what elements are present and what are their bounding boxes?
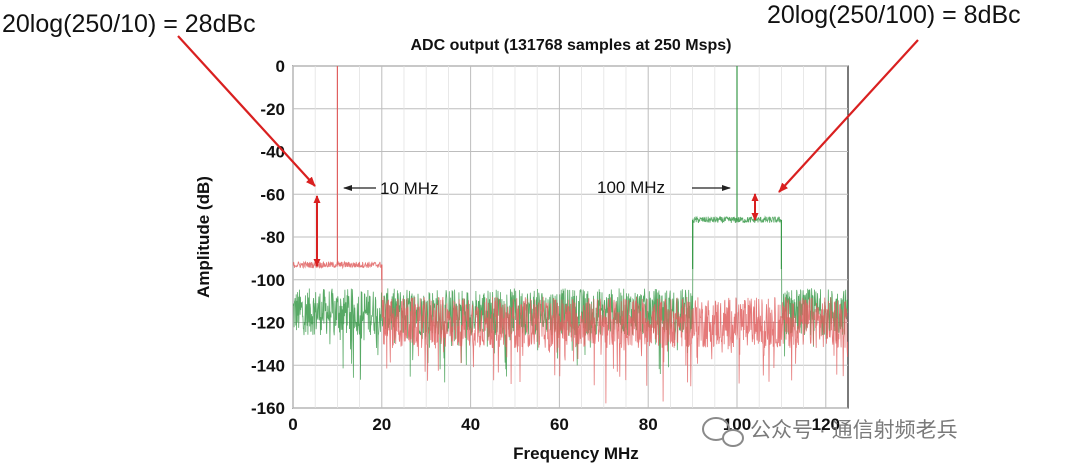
y-tick-label: -120	[251, 314, 285, 333]
left-formula-annotation: 20log(250/10) = 28dBc	[2, 10, 256, 38]
wechat-icon	[702, 417, 730, 441]
y-tick-label: -100	[251, 271, 285, 290]
label-100mhz: 100 MHz	[597, 178, 665, 197]
grid-lines	[292, 65, 848, 409]
x-tick-label: 120	[812, 415, 840, 434]
y-tick-label: -160	[251, 399, 285, 418]
x-tick-label: 0	[288, 415, 297, 434]
wechat-icon-small	[722, 429, 744, 447]
left-callout-arrow	[177, 35, 316, 187]
label-10mhz: 10 MHz	[380, 179, 439, 198]
y-tick-label: -60	[260, 185, 285, 204]
y-axis-label: Amplitude (dB)	[194, 176, 213, 298]
x-tick-label: 60	[550, 415, 569, 434]
y-tick-label: -140	[251, 356, 285, 375]
right-callout-arrow	[778, 39, 919, 193]
watermark-text: 公众号 · 通信射频老兵	[750, 419, 958, 442]
y-tick-label: -80	[260, 228, 285, 247]
y-tick-label: -40	[260, 143, 285, 162]
x-tick-label: 20	[372, 415, 391, 434]
watermark: 公众号 · 通信射频老兵	[702, 417, 958, 447]
y-tick-label: -20	[260, 100, 285, 119]
x-tick-label: 80	[639, 415, 658, 434]
series-red-noise-trace	[293, 260, 848, 404]
y-tick-label: 0	[276, 57, 285, 76]
x-tick-label: 40	[461, 415, 480, 434]
right-formula-annotation: 20log(250/100) = 8dBc	[767, 1, 1021, 29]
x-axis-label: Frequency MHz	[513, 444, 639, 463]
chart-title: ADC output (131768 samples at 250 Msps)	[411, 37, 732, 54]
